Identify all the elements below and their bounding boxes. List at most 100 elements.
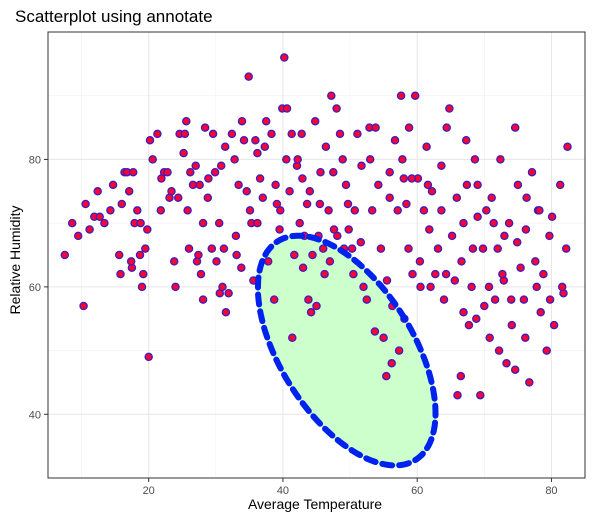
annotation-ellipse-outline [254,232,439,469]
data-point [462,180,472,190]
data-point [114,250,124,260]
data-point [298,263,308,272]
y-tick-label: 40 [29,409,41,421]
data-point [442,123,451,132]
data-point [445,104,454,113]
data-point [214,218,224,228]
data-point [367,206,377,215]
data-point [370,327,380,336]
data-point [316,167,325,177]
data-point [173,193,183,202]
data-point [290,250,299,260]
data-point [93,187,102,196]
data-point [280,53,289,62]
data-point [79,301,88,311]
data-point [419,206,429,215]
data-point [255,174,265,183]
data-point [513,180,523,190]
data-point [545,231,554,241]
data-point [143,225,152,234]
data-point [496,155,505,164]
data-point [271,180,280,190]
data-point [106,206,115,215]
data-point [396,91,406,100]
data-point [379,333,388,343]
data-point [244,72,253,81]
data-point [139,269,148,279]
data-point [521,333,530,343]
data-point [325,257,335,266]
data-point [171,282,180,292]
data-point [350,206,360,215]
data-point [437,206,446,215]
data-point [504,218,514,228]
data-point [343,199,353,209]
data-point [557,282,567,292]
data-point [239,136,249,145]
data-point [561,244,571,253]
data-point [195,180,204,190]
data-point [365,155,375,164]
data-point [416,282,425,292]
data-point [137,282,147,292]
data-point [393,206,402,215]
data-point [359,282,368,292]
data-point [288,333,297,343]
data-point [493,244,502,253]
data-point [306,308,316,317]
data-point [293,155,302,164]
data-point [441,269,451,279]
data-point [318,244,328,253]
data-point [525,378,534,387]
data-point [218,282,227,292]
data-point [231,231,241,241]
data-point [163,167,172,177]
data-point [287,129,296,139]
data-point [321,142,331,151]
data-point [489,218,498,228]
x-tick-label: 40 [277,485,289,497]
data-point [308,250,317,260]
data-point [242,187,251,196]
data-point [179,148,188,158]
data-point [536,308,545,317]
data-point [494,346,504,355]
data-point [220,142,230,151]
data-point [237,263,246,272]
data-point [563,142,572,151]
data-point [251,136,260,145]
chart-title: Scatterplot using annotate [15,7,213,26]
data-point [382,276,392,285]
data-point [305,187,315,196]
data-point [108,180,118,190]
data-point [165,193,174,202]
data-point [399,174,409,183]
data-point [385,193,394,202]
data-point [67,218,77,228]
data-point [374,180,383,190]
data-point [425,225,434,234]
data-point [212,257,221,266]
data-point [394,346,404,355]
data-point [253,148,262,158]
data-point [182,116,191,126]
data-point [60,250,70,260]
data-point [180,129,190,139]
data-point [344,225,353,234]
data-point [473,212,482,222]
data-point [141,244,150,253]
y-axis-label: Relative Humidity [7,206,23,315]
data-point [547,212,557,222]
data-point [237,116,247,126]
data-point [507,320,517,330]
data-point [456,371,466,381]
data-point [408,269,417,279]
data-point [230,155,239,164]
data-point [422,142,431,151]
data-point [470,155,480,164]
data-point [312,301,321,311]
data-point [347,244,357,253]
data-point [516,263,525,272]
x-tick-label: 60 [411,485,423,497]
